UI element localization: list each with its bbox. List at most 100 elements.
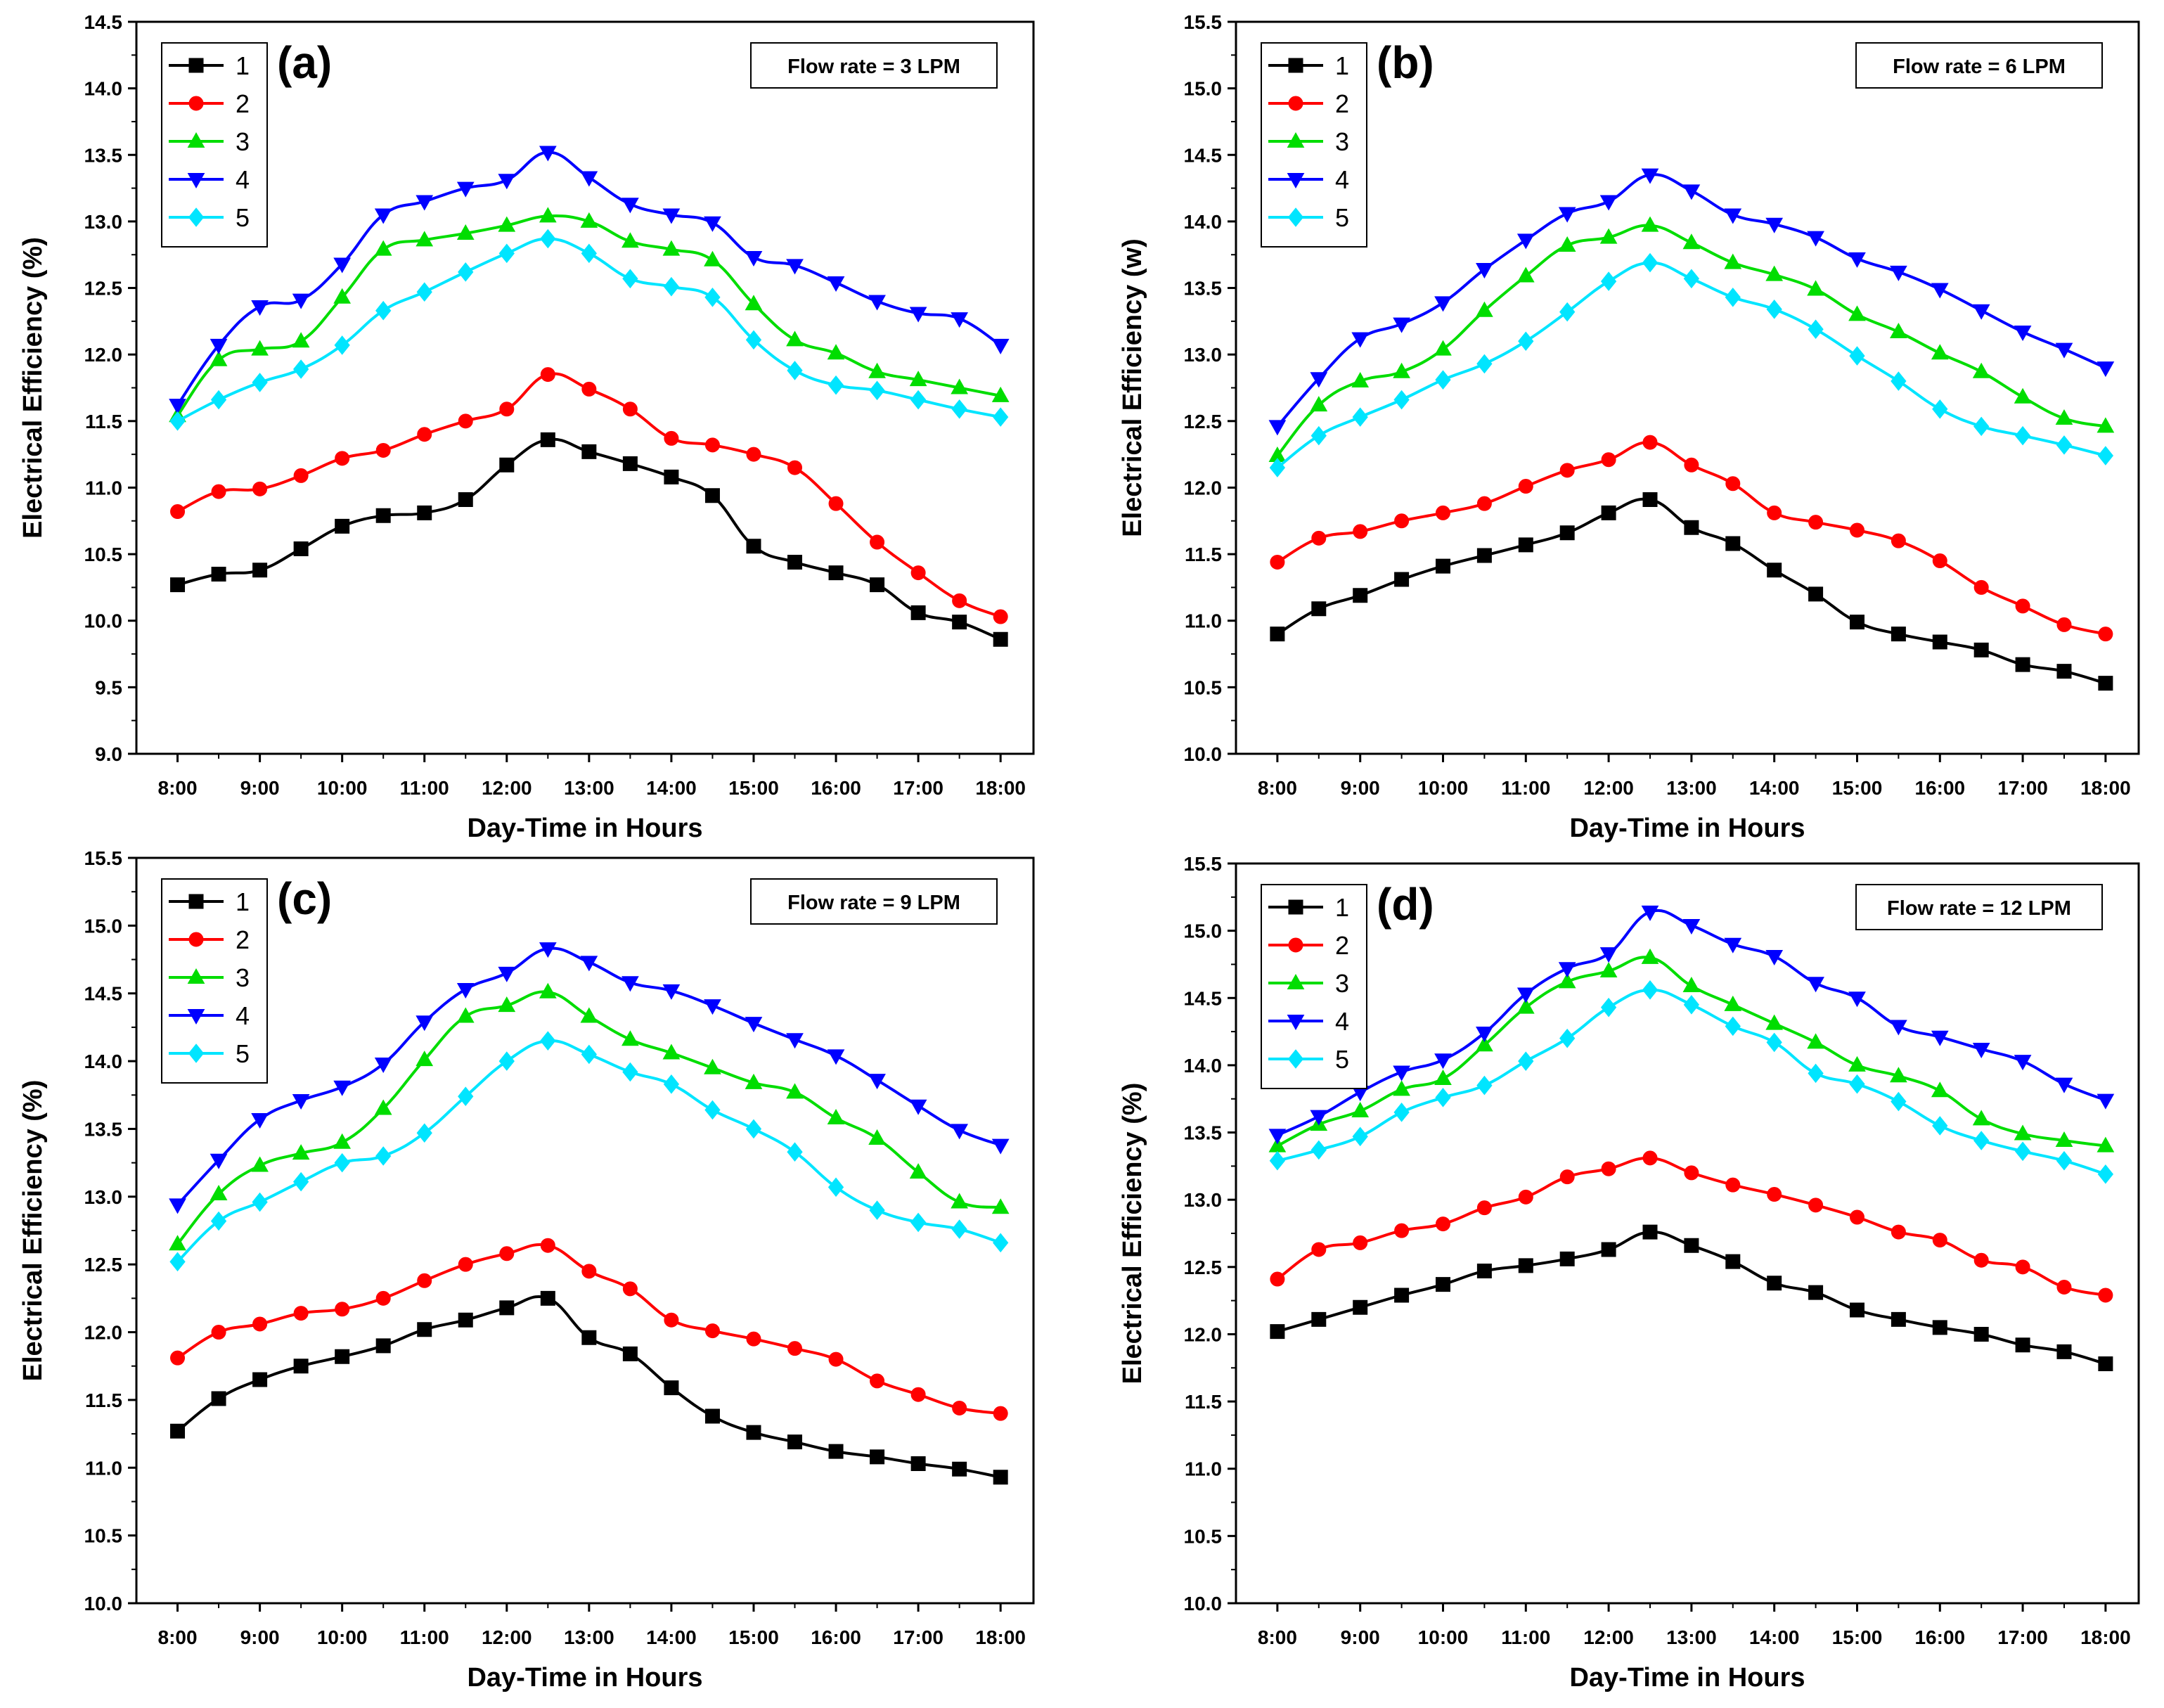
data-point-d-2 bbox=[1476, 1200, 1492, 1216]
data-point-c-2 bbox=[746, 1331, 761, 1347]
data-point-c-4 bbox=[456, 982, 475, 999]
data-point-d-1 bbox=[1476, 1264, 1492, 1279]
data-point-b-5 bbox=[1808, 319, 1824, 340]
data-point-b-2 bbox=[2015, 598, 2030, 614]
data-point-a-5 bbox=[827, 375, 844, 395]
data-point-c-2 bbox=[540, 1238, 555, 1253]
legend-label-a-3: 3 bbox=[236, 127, 250, 156]
data-point-b-1 bbox=[1808, 586, 1824, 602]
x-tick-label-b: 15:00 bbox=[1832, 777, 1883, 799]
data-point-b-5 bbox=[1973, 416, 1990, 437]
data-point-d-4 bbox=[1268, 1129, 1287, 1145]
data-point-c-1 bbox=[870, 1449, 885, 1465]
data-point-c-1 bbox=[293, 1359, 309, 1374]
data-point-c-3 bbox=[991, 1198, 1010, 1214]
data-point-c-5 bbox=[334, 1152, 350, 1173]
data-point-c-5 bbox=[704, 1100, 721, 1120]
data-point-a-1 bbox=[458, 492, 473, 507]
data-point-c-5 bbox=[416, 1123, 432, 1143]
data-point-b-5 bbox=[1932, 399, 1948, 419]
data-point-d-1 bbox=[1767, 1276, 1782, 1291]
data-point-a-3 bbox=[580, 212, 598, 228]
y-tick-label-d: 10.5 bbox=[1184, 1525, 1223, 1547]
x-tick-label-c: 15:00 bbox=[728, 1626, 779, 1648]
legend-box-b bbox=[1261, 42, 1367, 248]
data-point-d-1 bbox=[1353, 1299, 1368, 1315]
data-point-b-4 bbox=[1476, 263, 1493, 279]
data-point-d-1 bbox=[1518, 1258, 1533, 1273]
legend-marker-d-5 bbox=[1287, 1049, 1304, 1069]
x-tick-label-b: 18:00 bbox=[2080, 777, 2131, 799]
data-point-a-1 bbox=[540, 432, 555, 447]
data-point-d-3 bbox=[1641, 948, 1659, 964]
data-point-c-1 bbox=[910, 1456, 926, 1471]
legend-label-a-5: 5 bbox=[236, 203, 250, 232]
data-point-d-4 bbox=[2055, 1077, 2073, 1093]
plot-frame-c bbox=[135, 856, 1035, 1605]
x-tick-label-c: 9:00 bbox=[240, 1626, 280, 1648]
data-point-b-3 bbox=[1393, 362, 1410, 378]
data-point-b-2 bbox=[1394, 513, 1410, 529]
data-point-b-3 bbox=[1310, 396, 1328, 412]
data-point-d-1 bbox=[1642, 1224, 1658, 1240]
panel-tag-b: (b) bbox=[1377, 37, 1434, 88]
data-point-b-2 bbox=[1435, 505, 1451, 520]
data-point-b-2 bbox=[2056, 617, 2072, 632]
data-point-c-4 bbox=[292, 1093, 310, 1110]
x-tick-label-b: 11:00 bbox=[1501, 777, 1550, 799]
data-point-b-1 bbox=[1642, 492, 1658, 507]
data-point-c-2 bbox=[211, 1325, 226, 1340]
data-point-d-3 bbox=[1393, 1080, 1410, 1096]
data-point-c-4 bbox=[704, 999, 721, 1015]
data-point-b-5 bbox=[2014, 425, 2031, 446]
data-point-c-3 bbox=[456, 1007, 475, 1023]
data-point-c-4 bbox=[416, 1015, 434, 1032]
data-point-b-3 bbox=[2055, 409, 2073, 425]
legend-marker-b-4 bbox=[1287, 173, 1305, 189]
x-axis-title-c: Day-Time in Hours bbox=[467, 1663, 702, 1693]
legend-marker-a-2 bbox=[188, 96, 204, 111]
data-point-d-3 bbox=[1434, 1070, 1452, 1086]
data-point-d-4 bbox=[1848, 991, 1866, 1008]
x-tick-label-a: 12:00 bbox=[482, 777, 532, 799]
data-point-a-2 bbox=[704, 437, 720, 453]
data-point-b-5 bbox=[1891, 371, 1907, 391]
y-tick-label-b: 13.5 bbox=[1184, 278, 1223, 300]
data-point-a-2 bbox=[787, 460, 803, 475]
data-point-a-1 bbox=[870, 577, 885, 593]
legend-marker-c-2 bbox=[188, 932, 204, 947]
data-point-d-4 bbox=[2014, 1055, 2032, 1071]
data-point-c-2 bbox=[293, 1306, 309, 1321]
y-tick-label-d: 11.5 bbox=[1185, 1391, 1222, 1413]
legend-marker-b-1 bbox=[1288, 58, 1303, 73]
legend-label-d-2: 2 bbox=[1335, 931, 1349, 960]
data-point-a-5 bbox=[622, 269, 638, 289]
x-tick-label-c: 8:00 bbox=[158, 1626, 198, 1648]
y-tick-label-b: 15.5 bbox=[1184, 11, 1223, 33]
y-tick-label-a: 9.5 bbox=[95, 676, 122, 698]
data-point-b-2 bbox=[1725, 476, 1741, 492]
data-point-d-4 bbox=[1724, 937, 1742, 953]
legend-label-c-1: 1 bbox=[236, 887, 250, 916]
data-point-b-3 bbox=[1890, 322, 1907, 339]
data-point-c-2 bbox=[458, 1257, 473, 1272]
data-point-c-3 bbox=[827, 1109, 845, 1125]
flow-rate-label-c: Flow rate = 9 LPM bbox=[787, 892, 960, 914]
legend-label-c-2: 2 bbox=[236, 925, 250, 954]
legend-label-a-2: 2 bbox=[236, 89, 250, 118]
data-point-b-3 bbox=[2097, 417, 2115, 433]
data-point-a-1 bbox=[993, 631, 1008, 647]
data-point-c-4 bbox=[786, 1033, 804, 1049]
data-point-d-5 bbox=[1393, 1103, 1410, 1122]
data-point-d-2 bbox=[1394, 1223, 1410, 1238]
data-point-b-4 bbox=[1682, 184, 1701, 200]
data-point-b-1 bbox=[1767, 563, 1782, 578]
y-axis-title-b: Electrical Efficiency (w) bbox=[1118, 238, 1147, 537]
data-point-c-1 bbox=[664, 1380, 679, 1396]
data-point-a-4 bbox=[498, 174, 516, 190]
data-point-d-2 bbox=[1725, 1177, 1741, 1193]
x-tick-label-c: 11:00 bbox=[400, 1626, 449, 1648]
data-point-a-4 bbox=[621, 198, 639, 214]
data-point-c-3 bbox=[169, 1235, 186, 1251]
x-tick-label-c: 17:00 bbox=[893, 1626, 943, 1648]
